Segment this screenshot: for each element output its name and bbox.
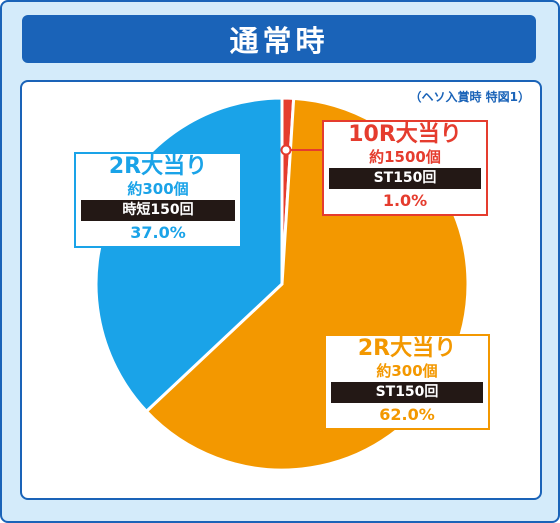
slice-label-2r-blue: 2R大当り 約300個 時短150回 37.0%	[74, 152, 242, 248]
slice-label-orange-count: 約300個	[376, 362, 438, 380]
slice-label-orange-title: 2R大当り	[357, 336, 457, 361]
slice-label-10r-pct: 1.0%	[382, 191, 428, 210]
slice-label-2r-orange: 2R大当り 約300個 ST150回 62.0%	[324, 334, 490, 430]
slice-label-blue-tag: 時短150回	[81, 200, 235, 221]
slice-label-10r-count: 約1500個	[369, 148, 441, 166]
slice-label-10r: 10R大当り 約1500個 ST150回 1.0%	[322, 120, 488, 216]
slice-label-10r-tag: ST150回	[329, 168, 481, 189]
chart-title: 通常時	[22, 15, 536, 63]
slice-label-orange-pct: 62.0%	[379, 405, 435, 424]
slice-label-blue-pct: 37.0%	[130, 223, 186, 242]
slice-label-blue-count: 約300個	[127, 180, 189, 198]
leader-dot-red	[280, 144, 292, 156]
slice-label-orange-tag: ST150回	[331, 382, 483, 403]
slice-label-blue-title: 2R大当り	[108, 154, 208, 179]
chart-note: （ヘソ入賞時 特図1）	[409, 90, 530, 104]
slice-label-10r-title: 10R大当り	[348, 122, 462, 147]
